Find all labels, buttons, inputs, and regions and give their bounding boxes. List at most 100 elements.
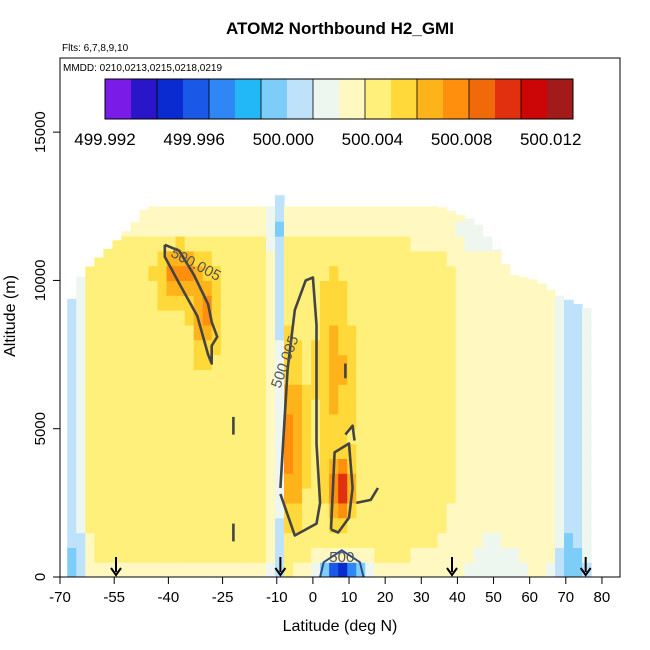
heatmap-cell	[184, 443, 195, 459]
heatmap-cell	[536, 399, 547, 415]
x-tick-label: 80	[594, 589, 611, 606]
colorbar-swatch	[469, 79, 496, 119]
heatmap-cell	[392, 310, 403, 326]
heatmap-cell	[582, 488, 592, 504]
heatmap-cell	[491, 443, 502, 459]
heatmap-cell	[148, 369, 159, 385]
heatmap-cell	[130, 562, 141, 577]
heatmap-cell	[175, 250, 186, 267]
heatmap-cell	[320, 517, 330, 534]
heatmap-cell	[139, 221, 150, 237]
heatmap-cell	[85, 413, 95, 430]
heatmap-cell	[392, 206, 403, 222]
heatmap-cell	[302, 413, 312, 430]
heatmap-cell	[383, 488, 393, 504]
heatmap-cell	[320, 369, 330, 385]
y-tick-label: 0	[32, 573, 49, 581]
heatmap-cell	[76, 384, 86, 400]
heatmap-cell	[76, 517, 86, 534]
heatmap-cell	[193, 250, 204, 267]
heatmap-cell	[103, 354, 113, 370]
heatmap-cell	[482, 517, 493, 534]
heatmap-cell	[94, 428, 104, 445]
heatmap-cell	[320, 354, 330, 370]
heatmap-cell	[220, 517, 231, 534]
heatmap-cell	[193, 458, 204, 474]
heatmap-cell	[302, 369, 312, 385]
heatmap-cell	[491, 428, 502, 445]
heatmap-cell	[284, 235, 294, 252]
heatmap-cell	[238, 399, 249, 415]
heatmap-cell	[365, 517, 375, 534]
heatmap-cell	[148, 339, 159, 356]
heatmap-cell	[94, 488, 104, 504]
heatmap-cell	[374, 235, 384, 252]
heatmap-cell	[76, 310, 86, 326]
heatmap-cell	[536, 502, 547, 519]
heatmap-cell	[130, 310, 141, 326]
colorbar-swatch	[183, 79, 210, 119]
heatmap-cell	[482, 428, 493, 445]
heatmap-cell	[175, 339, 186, 356]
heatmap-cell	[491, 324, 502, 341]
heatmap-cell	[455, 310, 466, 326]
heatmap-cell	[130, 384, 141, 400]
heatmap-cell	[455, 280, 466, 296]
heatmap-cell	[428, 235, 439, 252]
heatmap-cell	[139, 324, 150, 341]
heatmap-cell	[491, 354, 502, 370]
heatmap-cell	[573, 384, 583, 400]
heatmap-cell	[175, 295, 186, 311]
heatmap-cell	[85, 310, 95, 326]
heatmap-cell	[491, 532, 502, 548]
heatmap-cell	[509, 562, 520, 577]
heatmap-cell	[302, 488, 312, 504]
heatmap-cell	[401, 458, 412, 474]
heatmap-cell	[329, 443, 339, 459]
heatmap-cell	[238, 428, 249, 445]
heatmap-cell	[193, 354, 204, 370]
heatmap-cell	[256, 473, 267, 489]
heatmap-cell	[428, 339, 439, 356]
heatmap-cell	[247, 399, 258, 415]
heatmap-cell	[491, 488, 502, 504]
heatmap-cell	[67, 532, 77, 548]
heatmap-cell	[302, 473, 312, 489]
heatmap-cell	[527, 354, 538, 370]
heatmap-cell	[365, 221, 375, 237]
heatmap-cell	[437, 324, 448, 341]
heatmap-cell	[437, 458, 448, 474]
heatmap-cell	[184, 473, 195, 489]
heatmap-cell	[139, 473, 150, 489]
heatmap-cell	[229, 206, 240, 222]
heatmap-cell	[527, 428, 538, 445]
heatmap-cell	[220, 473, 231, 489]
heatmap-cell	[274, 295, 285, 311]
heatmap-cell	[265, 221, 276, 237]
heatmap-cell	[410, 517, 421, 534]
heatmap-cell	[401, 562, 412, 577]
heatmap-cell	[582, 458, 592, 474]
y-axis-title: Altitude (m)	[2, 275, 19, 357]
colorbar-swatch	[443, 79, 470, 119]
heatmap-cell	[67, 298, 77, 311]
heatmap-cell	[518, 458, 529, 474]
heatmap-cell	[473, 280, 484, 296]
heatmap-cell	[130, 532, 141, 548]
contour-line	[319, 549, 365, 577]
heatmap-cell	[564, 488, 574, 504]
heatmap-cell	[365, 458, 375, 474]
heatmap-cell	[103, 280, 113, 296]
heatmap-cell	[265, 250, 276, 267]
heatmap-cell	[166, 280, 177, 296]
heatmap-cell	[139, 413, 150, 430]
heatmap-cell	[419, 324, 430, 341]
heatmap-cell	[527, 517, 538, 534]
heatmap-cell	[157, 339, 168, 356]
heatmap-cell	[455, 221, 466, 237]
heatmap-cell	[392, 354, 403, 370]
heatmap-cell	[446, 369, 457, 385]
heatmap-cell	[356, 502, 366, 519]
heatmap-cell	[527, 280, 538, 296]
heatmap-cell	[229, 295, 240, 311]
